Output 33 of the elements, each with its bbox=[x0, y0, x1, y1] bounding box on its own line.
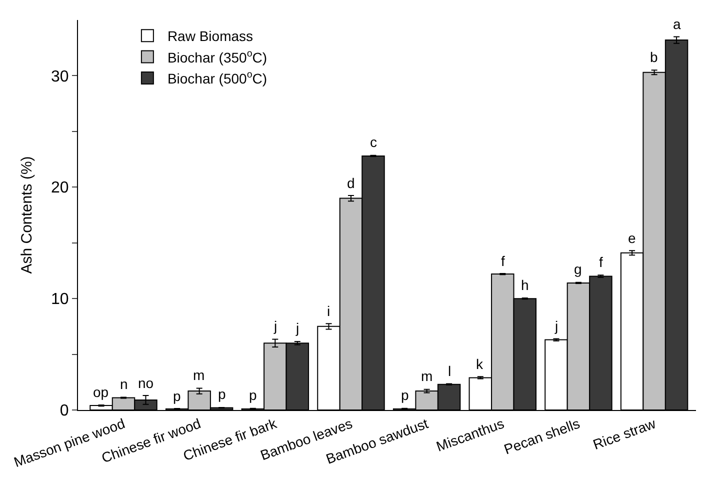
data-label: no bbox=[138, 375, 154, 391]
legend-label: Biochar (500$^{o}$C) bbox=[167, 70, 268, 86]
data-label: g bbox=[574, 261, 582, 277]
data-label: j bbox=[273, 318, 278, 334]
data-label: a bbox=[673, 16, 681, 32]
y-tick-label: 20 bbox=[51, 180, 69, 197]
x-tick-label: Rice straw bbox=[590, 414, 659, 453]
data-label: k bbox=[476, 356, 484, 372]
legend-label: Biochar (350$^{o}$C) bbox=[167, 48, 268, 66]
data-label: c bbox=[370, 134, 377, 150]
data-label: e bbox=[628, 230, 636, 246]
data-label: p bbox=[249, 387, 257, 403]
data-label: m bbox=[193, 367, 205, 383]
data-label: n bbox=[120, 376, 128, 392]
data-label: p bbox=[173, 388, 181, 404]
data-label: h bbox=[521, 277, 529, 293]
y-tick-label: 10 bbox=[51, 291, 69, 308]
data-label: f bbox=[501, 253, 505, 269]
data-label: l bbox=[448, 363, 452, 379]
data-label: i bbox=[327, 303, 330, 319]
y-tick-label: 0 bbox=[60, 402, 69, 420]
data-label: op bbox=[93, 384, 109, 400]
data-label: p bbox=[218, 386, 226, 402]
data-label: p bbox=[401, 387, 409, 403]
y-axis-title: Ash Contents (%) bbox=[18, 156, 36, 274]
data-label: j bbox=[554, 318, 558, 334]
data-label: j bbox=[295, 320, 300, 336]
y-tick-label: 30 bbox=[51, 68, 69, 86]
legend-label: Raw Biomass bbox=[167, 28, 254, 44]
data-label: b bbox=[650, 49, 658, 65]
data-label: f bbox=[599, 254, 603, 270]
data-label: m bbox=[421, 368, 433, 384]
data-label: d bbox=[347, 175, 355, 191]
